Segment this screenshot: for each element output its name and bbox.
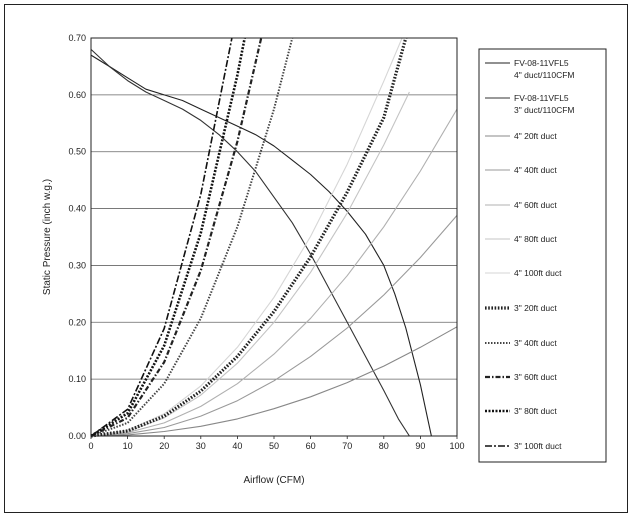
- x-tick-label: 70: [342, 441, 352, 451]
- legend-entry: 4" 100ft duct: [514, 268, 562, 278]
- tick-labels: 0.00 0.10 0.20 0.30 0.40 0.50 0.60 0.70 0 10 20 30 4…: [68, 33, 464, 451]
- legend-entry: 4" 60ft duct: [514, 200, 557, 210]
- x-tick-label: 30: [196, 441, 206, 451]
- x-tick-label: 10: [123, 441, 133, 451]
- series-line-5: [90, 91, 410, 437]
- legend-entry: 3" 40ft duct: [514, 338, 557, 348]
- plot-area-border: [90, 37, 458, 437]
- series-line-3: [90, 215, 458, 437]
- legend-entry: FV-08-11VFL5 4" duct/110CFM: [514, 58, 575, 80]
- x-tick-label: 100: [449, 441, 464, 451]
- legend-box: [478, 48, 607, 463]
- legend-entry: 3" 100ft duct: [514, 441, 562, 451]
- x-axis-label: Airflow (CFM): [243, 475, 304, 486]
- series-line-1: [90, 48, 410, 437]
- y-tick-label: 0.60: [68, 90, 86, 100]
- x-tick-label: 50: [269, 441, 279, 451]
- series-line-8: [90, 37, 294, 437]
- x-tick-label: 90: [415, 441, 425, 451]
- y-tick-label: 0.50: [68, 147, 86, 157]
- series-line-4: [90, 108, 458, 437]
- legend: FV-08-11VFL5 4" duct/110CFM FV-08-11VFL5 3"…: [485, 58, 575, 451]
- legend-entry: FV-08-11VFL5 3" duct/110CFM: [514, 93, 575, 115]
- series-line-10: [90, 37, 246, 438]
- y-tick-label: 0.40: [68, 204, 86, 214]
- y-tick-label: 0.30: [68, 260, 86, 270]
- legend-entry: 3" 60ft duct: [514, 372, 557, 382]
- grid-lines: [91, 94, 457, 380]
- legend-entry: 3" 80ft duct: [514, 406, 557, 416]
- y-tick-label: 0.10: [68, 374, 86, 384]
- series-line-9: [90, 37, 263, 437]
- y-tick-label: 0.20: [68, 317, 86, 327]
- x-tick-label: 60: [306, 441, 316, 451]
- series-line-6: [90, 37, 403, 437]
- x-tick-label: 20: [159, 441, 169, 451]
- legend-entry: 4" 80ft duct: [514, 234, 557, 244]
- series-line-2: [90, 326, 458, 437]
- y-tick-label: 0.00: [68, 431, 86, 441]
- legend-entry: 4" 20ft duct: [514, 131, 557, 141]
- series-line-0: [90, 54, 432, 437]
- legend-entry: 3" 20ft duct: [514, 303, 557, 313]
- curves: [90, 37, 458, 438]
- x-tick-label: 0: [88, 441, 93, 451]
- x-tick-label: 40: [232, 441, 242, 451]
- y-tick-label: 0.70: [68, 33, 86, 43]
- series-line-7: [90, 37, 408, 438]
- legend-entry: 4" 40ft duct: [514, 165, 557, 175]
- series-line-11: [90, 37, 233, 437]
- x-tick-label: 80: [379, 441, 389, 451]
- y-axis-label: Static Pressure (inch w.g.): [42, 179, 53, 295]
